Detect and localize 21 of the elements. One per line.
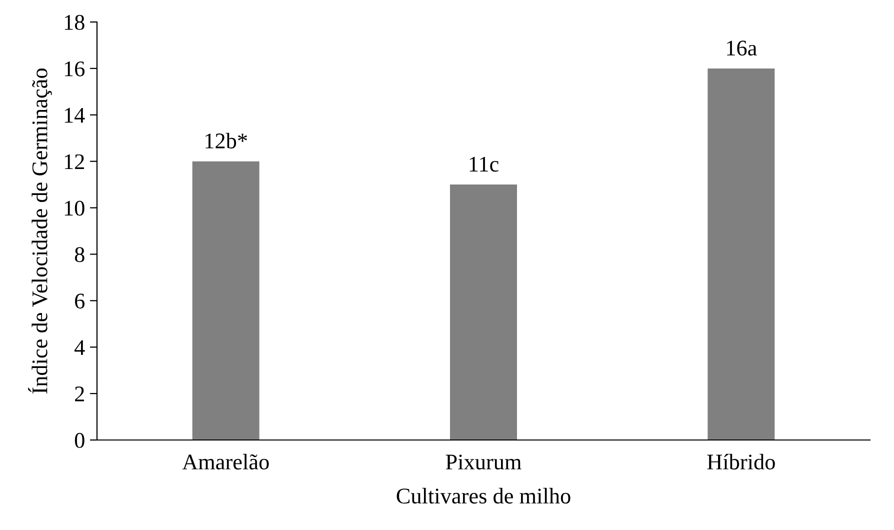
y-tick-label: 0: [74, 432, 84, 448]
bar: [450, 184, 517, 440]
y-axis-title: Índice de Velocidade de Germinação: [28, 68, 52, 394]
y-tick-label: 4: [74, 340, 85, 355]
data-label: 16a: [727, 40, 757, 56]
y-tick-label: 6: [75, 294, 85, 309]
y-tick-label: 2: [75, 386, 84, 402]
y-tick-label: 12: [64, 154, 84, 170]
x-tick-label: Pixurum: [446, 454, 522, 470]
y-tick-label: 16: [64, 61, 85, 76]
x-tick-label: Híbrido: [707, 454, 775, 470]
x-axis-title: Cultivares de milho: [396, 488, 570, 504]
data-label: 12b*: [206, 132, 247, 148]
x-tick-label: Amarelão: [182, 454, 269, 470]
y-tick-label: 10: [64, 200, 84, 216]
y-tick-label: 18: [64, 14, 84, 30]
y-tick-label: 8: [74, 247, 84, 262]
bar: [192, 161, 260, 440]
bar: [708, 68, 775, 440]
y-tick-label: 14: [64, 108, 85, 123]
data-label: 11c: [470, 156, 498, 172]
